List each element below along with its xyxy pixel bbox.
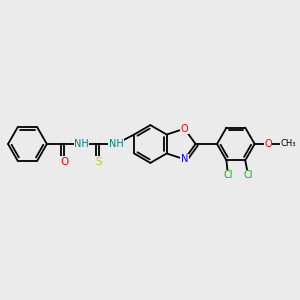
Text: O: O	[181, 124, 188, 134]
Text: NH: NH	[74, 139, 89, 149]
Text: O: O	[60, 157, 68, 167]
Text: N: N	[181, 154, 188, 164]
Text: CH₃: CH₃	[280, 140, 296, 148]
Text: S: S	[95, 157, 102, 167]
Text: Cl: Cl	[244, 170, 253, 180]
Text: O: O	[264, 139, 272, 149]
Text: Cl: Cl	[223, 170, 233, 180]
Text: NH: NH	[109, 139, 123, 149]
